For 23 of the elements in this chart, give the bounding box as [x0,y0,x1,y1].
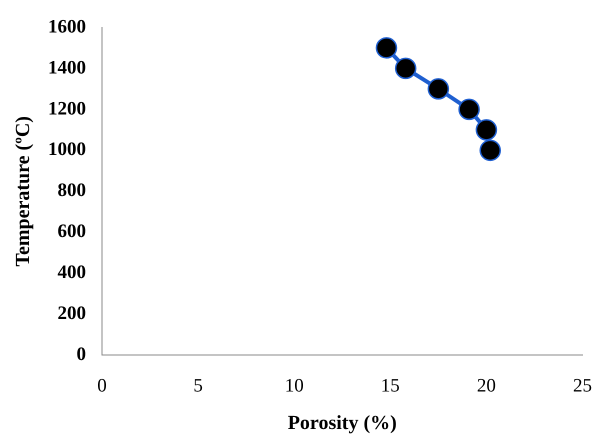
point [479,140,501,162]
x-axis-title: Porosity (%) [288,412,397,434]
x-tick-label: 20 [476,376,496,397]
y-tick-label: 0 [76,344,86,366]
x-tick-label: 25 [573,376,592,397]
x-tick-label: 5 [193,376,203,397]
x-tick-label: 0 [97,376,107,397]
x-tick-label: 10 [284,376,304,397]
y-tick-label: 1200 [48,98,86,120]
point [476,119,498,141]
point [394,58,416,80]
y-tick-label: 1600 [48,16,86,38]
y-tick-label: 800 [58,180,86,202]
y-tick-label: 1400 [48,57,86,78]
y-axis-title: Temperature (ºC) [12,116,34,267]
y-tick-label: 1000 [48,139,86,160]
y-tick-label: 400 [58,262,86,284]
point [458,98,480,120]
x-tick-label: 15 [380,376,400,397]
point [428,78,450,100]
y-tick-label: 200 [58,303,86,324]
y-tick-label: 600 [58,221,86,242]
point [376,37,398,59]
